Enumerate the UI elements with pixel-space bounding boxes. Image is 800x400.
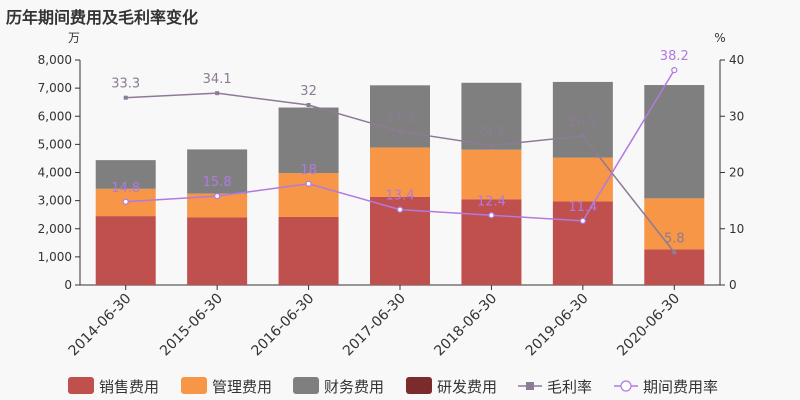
y-left-tick-label: 8,000 — [38, 53, 72, 67]
bar-segment — [552, 157, 613, 202]
x-tick-label: 2018-06-30 — [431, 291, 500, 360]
y-left-tick-label: 5,000 — [38, 137, 72, 151]
data-label: 24.8 — [477, 125, 506, 140]
line-point — [305, 180, 312, 187]
line-point — [214, 193, 221, 200]
legend-marker — [620, 380, 632, 392]
data-label: 32 — [300, 84, 317, 99]
bar-segment — [552, 81, 613, 158]
data-label: 18 — [300, 163, 317, 178]
legend-label: 销售费用 — [99, 378, 159, 396]
data-label: 27.3 — [386, 110, 415, 125]
line-point — [672, 250, 677, 255]
bar-segment — [644, 198, 705, 250]
line-point — [488, 212, 495, 219]
bar-segment — [95, 216, 156, 285]
bar-segment — [278, 173, 339, 217]
bar-segment — [187, 149, 248, 194]
bar-segment — [461, 82, 522, 150]
data-label: 13.4 — [386, 189, 415, 204]
y-right-tick-label: 10 — [729, 222, 744, 236]
legend-marker — [526, 382, 534, 390]
line-point — [580, 133, 585, 138]
legend-label: 研发费用 — [437, 378, 497, 396]
y-right-tick-label: 30 — [729, 109, 744, 123]
x-tick-label: 2019-06-30 — [523, 291, 592, 360]
data-label: 14.8 — [111, 181, 140, 196]
bar-segment — [278, 107, 339, 174]
legend-swatch — [293, 377, 319, 394]
legend-swatch — [406, 377, 432, 394]
y-left-unit: 万 — [68, 31, 80, 45]
bar-segment — [95, 160, 156, 189]
data-label: 11.4 — [568, 200, 597, 215]
chart-title: 历年期间费用及毛利率变化 — [6, 8, 199, 27]
legend-label: 毛利率 — [547, 378, 592, 396]
line-point — [671, 67, 678, 74]
line-point — [489, 143, 494, 148]
y-right-unit: % — [714, 31, 725, 45]
line-point — [398, 129, 402, 134]
y-left-tick-label: 1,000 — [38, 250, 72, 264]
bar-segment — [370, 147, 430, 197]
line-point — [215, 91, 220, 96]
data-label: 33.3 — [111, 77, 140, 92]
data-label: 12.4 — [477, 194, 506, 209]
bar-segment — [187, 217, 248, 285]
line-point — [579, 217, 586, 224]
y-left-tick-label: 4,000 — [38, 166, 72, 180]
line-point — [306, 103, 311, 107]
line-point — [123, 95, 128, 100]
data-label: 26.5 — [568, 115, 597, 130]
y-left-tick-label: 7,000 — [38, 81, 72, 95]
bar-segment — [278, 216, 339, 285]
y-right-tick-label: 20 — [729, 166, 744, 180]
bar-segment — [187, 193, 248, 218]
line-point — [122, 198, 129, 205]
x-tick-label: 2020-06-30 — [614, 291, 683, 360]
bar-segment — [644, 85, 705, 199]
y-left-tick-label: 3,000 — [38, 194, 72, 208]
data-label: 34.1 — [203, 72, 232, 87]
y-right-tick-label: 0 — [729, 278, 737, 292]
x-tick-label: 2016-06-30 — [249, 291, 318, 360]
legend-label: 管理费用 — [212, 378, 272, 396]
bar-segment — [461, 149, 522, 200]
x-tick-label: 2017-06-30 — [340, 291, 409, 360]
bar-segment — [644, 249, 705, 285]
y-left-tick-label: 0 — [64, 278, 72, 292]
y-left-tick-label: 2,000 — [38, 222, 72, 236]
legend-swatch — [68, 377, 94, 394]
legend-label: 期间费用率 — [643, 378, 718, 396]
legend-label: 财务费用 — [324, 378, 384, 396]
x-tick-label: 2014-06-30 — [66, 291, 135, 360]
legend-swatch — [181, 377, 207, 394]
bar-segment — [461, 199, 522, 285]
bar-segment — [552, 201, 613, 285]
bar-segment — [370, 85, 430, 148]
data-label: 5.8 — [664, 231, 685, 246]
data-label: 15.8 — [203, 175, 232, 190]
x-tick-label: 2015-06-30 — [157, 291, 226, 360]
data-label: 38.2 — [660, 49, 689, 64]
line-point — [396, 206, 404, 213]
y-right-tick-label: 40 — [729, 53, 744, 67]
y-left-tick-label: 6,000 — [38, 109, 72, 123]
